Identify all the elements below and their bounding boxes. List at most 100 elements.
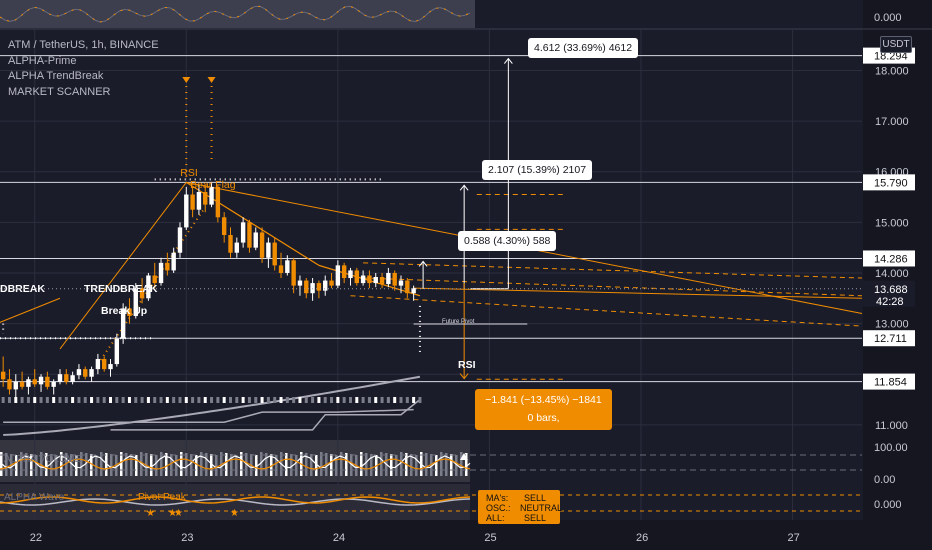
wave-star-marker: ★	[230, 508, 239, 519]
indicator-alpha-prime[interactable]: ALPHA-Prime	[8, 54, 77, 67]
volume-bar	[85, 453, 88, 476]
signal-tick	[165, 397, 169, 403]
candle-body	[184, 194, 189, 228]
signal-tick	[102, 397, 106, 403]
volume-bar	[145, 453, 148, 476]
signal-tick	[374, 397, 378, 403]
rsi-triangle-marker	[207, 77, 216, 83]
signal-tick	[159, 397, 163, 403]
price-level-label: 14.286	[874, 253, 908, 265]
volume-bar	[205, 453, 208, 476]
projection-line	[413, 287, 863, 299]
volume-bar	[165, 453, 168, 476]
price-tick-label: 11.000	[875, 420, 908, 432]
candle	[278, 252, 284, 279]
volume-bar	[170, 454, 173, 476]
candle-body	[266, 242, 271, 258]
volume-axis-bottom: 0.00	[874, 474, 895, 486]
candle	[57, 369, 63, 385]
volume-bar	[125, 453, 128, 476]
signal-tick	[241, 397, 245, 403]
candle-body	[323, 280, 328, 291]
volume-bar	[75, 455, 78, 476]
candle	[386, 267, 391, 288]
scanner-all-value: SELL	[524, 513, 547, 523]
candle	[177, 222, 183, 258]
candle	[341, 262, 347, 284]
current-price-label: 13.688	[874, 284, 908, 296]
volume-bar	[30, 454, 33, 476]
signal-tick	[140, 397, 144, 403]
candle-body	[165, 262, 170, 271]
signal-tick	[292, 397, 296, 403]
decline-line	[185, 181, 320, 266]
signal-tick	[311, 397, 315, 403]
price-tick-label: 13.000	[875, 319, 909, 331]
signal-tick	[172, 397, 176, 403]
signal-tick	[342, 397, 346, 403]
volume-bar	[135, 455, 138, 476]
signal-tick	[134, 397, 138, 403]
signal-tick	[323, 397, 327, 403]
price-level-label: 11.854	[874, 377, 907, 389]
volume-axis-top: 100.00	[874, 442, 908, 454]
arrow-up-small-head	[418, 260, 428, 267]
time-tick-label: 27	[788, 532, 800, 544]
volume-bar	[150, 454, 153, 476]
candle	[329, 272, 334, 289]
signal-tick	[153, 397, 157, 403]
rise-line-left	[0, 297, 61, 323]
measure-down-value: −1.841 (−13.45%) −1841	[485, 394, 602, 406]
volume-bar	[0, 452, 3, 476]
volume-bar	[80, 452, 83, 476]
arrow-up-mid-head	[459, 184, 469, 191]
indicator-market-scanner[interactable]: MARKET SCANNER	[8, 85, 111, 98]
volume-bar	[320, 452, 323, 476]
volume-bar	[240, 452, 243, 476]
candle-body	[57, 374, 63, 382]
scanner-ma-value: SELL	[524, 493, 547, 503]
signal-tick	[14, 397, 18, 403]
signal-tick	[336, 397, 340, 403]
support-dots	[97, 206, 207, 365]
top-pane-axis-label: 0.000	[874, 12, 902, 24]
candle	[19, 371, 25, 390]
candle-body	[392, 272, 397, 286]
candle-body	[89, 369, 94, 377]
volume-bar	[35, 455, 38, 476]
candle-body	[64, 374, 69, 382]
candle-body	[272, 242, 277, 266]
candle-body	[190, 194, 195, 210]
symbol-title[interactable]: ATM / TetherUS, 1h, BINANCE	[8, 39, 159, 51]
candle	[240, 217, 246, 248]
candle	[234, 237, 240, 258]
volume-bar	[200, 452, 203, 476]
price-level-box	[863, 330, 915, 347]
indicator-alpha-trendbreak[interactable]: ALPHA TrendBreak	[8, 70, 104, 82]
time-tick-label: 26	[636, 532, 648, 544]
signal-tick	[77, 397, 81, 403]
candle	[266, 237, 271, 268]
candle-body	[7, 379, 12, 390]
volume-bar	[95, 455, 98, 476]
volume-bar	[155, 455, 158, 476]
candle	[152, 262, 157, 289]
volume-bar	[20, 452, 23, 476]
candle	[139, 278, 145, 304]
volume-bar	[175, 455, 178, 476]
candle	[95, 353, 101, 375]
candle	[310, 278, 315, 301]
measure-label-small: 0.588 (4.30%) 588	[458, 231, 557, 251]
currency-unit-badge[interactable]: USDT	[880, 36, 912, 53]
volume-bar	[265, 453, 268, 476]
volume-bar	[110, 454, 113, 476]
current-price-box	[863, 280, 915, 307]
candle	[171, 247, 176, 273]
signal-tick	[210, 397, 214, 403]
signal-tick	[33, 397, 37, 403]
candle	[114, 333, 120, 367]
candle	[101, 356, 107, 372]
candle-body	[411, 288, 416, 294]
rsi-label-top: RSI	[180, 167, 198, 179]
